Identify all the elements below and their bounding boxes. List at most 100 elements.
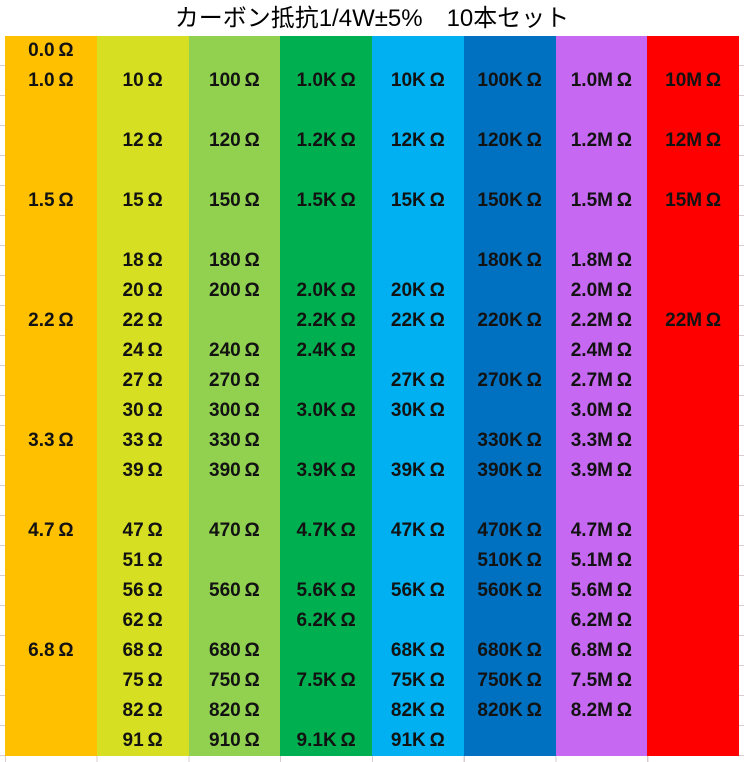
- empty-cell: [647, 216, 739, 246]
- empty-cell: [189, 486, 281, 516]
- resistor-value: 8.2M Ω: [570, 700, 633, 721]
- resistor-value: 1.8M Ω: [570, 250, 633, 271]
- empty-cell: [647, 336, 739, 366]
- empty-cell: [464, 606, 556, 636]
- empty-cell: [647, 156, 739, 186]
- empty-cell: [280, 366, 372, 396]
- resistor-value: 2.7M Ω: [570, 370, 633, 391]
- resistor-value: 1.2K Ω: [296, 130, 356, 151]
- resistor-value: 75K Ω: [390, 670, 445, 691]
- resistor-value: 1.0K Ω: [296, 70, 356, 91]
- column-ohms-hundreds: 100 Ω 120 Ω 150 Ω 180 Ω 200 Ω 240 Ω 270 Ω 300 Ω…: [188, 36, 281, 756]
- page-title: カーボン抵抗1/4W±5% 10本セット: [174, 5, 570, 32]
- resistor-value: 470 Ω: [209, 520, 260, 541]
- resistor-value: 27 Ω: [122, 370, 163, 391]
- resistor-value: 6.8M Ω: [570, 640, 633, 661]
- resistor-value: 62 Ω: [122, 610, 163, 631]
- empty-cell: [5, 606, 97, 636]
- empty-cell: [97, 36, 189, 66]
- resistor-value: 3.0K Ω: [296, 400, 356, 421]
- resistor-value: 5.6K Ω: [296, 580, 356, 601]
- resistor-value: 680 Ω: [209, 640, 260, 661]
- resistor-value: 82K Ω: [390, 700, 445, 721]
- resistor-value: 51 Ω: [122, 550, 163, 571]
- empty-cell: [372, 426, 464, 456]
- column-kiloohms-tens: 10K Ω 12K Ω 15K Ω 20K Ω 22K Ω 27K Ω 30K Ω 39K Ω…: [372, 36, 464, 756]
- resistor-value: 330 Ω: [209, 430, 260, 451]
- empty-cell: [372, 546, 464, 576]
- resistor-value: 30K Ω: [390, 400, 445, 421]
- empty-cell: [5, 546, 97, 576]
- resistor-value: 3.3 Ω: [28, 430, 74, 451]
- empty-cell: [464, 396, 556, 426]
- resistor-value: 1.5 Ω: [28, 190, 74, 211]
- resistor-value: 6.2K Ω: [296, 610, 356, 631]
- resistor-value: 15 Ω: [122, 190, 163, 211]
- empty-cell: [372, 336, 464, 366]
- resistor-value: 91K Ω: [390, 730, 445, 751]
- resistor-value: 820 Ω: [209, 700, 260, 721]
- resistor-value: 15M Ω: [665, 190, 722, 211]
- empty-cell: [647, 426, 739, 456]
- empty-cell: [647, 246, 739, 276]
- resistor-value: 560K Ω: [477, 580, 542, 601]
- empty-cell: [280, 36, 372, 66]
- empty-cell: [464, 276, 556, 306]
- resistor-value: 4.7M Ω: [570, 520, 633, 541]
- resistor-value: 1.0 Ω: [28, 70, 74, 91]
- resistor-value: 24 Ω: [122, 340, 163, 361]
- resistor-value: 150K Ω: [477, 190, 542, 211]
- resistor-value: 22 Ω: [122, 310, 163, 331]
- empty-cell: [372, 156, 464, 186]
- empty-cell: [372, 216, 464, 246]
- empty-cell: [5, 696, 97, 726]
- resistor-value: 0.0 Ω: [28, 40, 74, 61]
- resistor-value: 2.2M Ω: [570, 310, 633, 331]
- resistor-value: 56 Ω: [122, 580, 163, 601]
- empty-cell: [647, 366, 739, 396]
- empty-cell: [5, 246, 97, 276]
- empty-cell: [5, 96, 97, 126]
- empty-cell: [372, 36, 464, 66]
- empty-cell: [189, 606, 281, 636]
- empty-cell: [5, 666, 97, 696]
- resistor-value: 180K Ω: [477, 250, 542, 271]
- resistor-value: 4.7 Ω: [28, 520, 74, 541]
- resistor-value: 2.4M Ω: [570, 340, 633, 361]
- resistor-value: 20 Ω: [122, 280, 163, 301]
- resistor-value: 22M Ω: [665, 310, 722, 331]
- empty-cell: [464, 726, 556, 756]
- column-kiloohms-units: 1.0K Ω 1.2K Ω 1.5K Ω 2.0K Ω 2.2K Ω 2.4K Ω 3.0K…: [280, 36, 372, 756]
- resistor-value: 1.2M Ω: [570, 130, 633, 151]
- resistor-value: 330K Ω: [477, 430, 542, 451]
- empty-cell: [280, 156, 372, 186]
- resistor-value: 510K Ω: [477, 550, 542, 571]
- empty-cell: [280, 486, 372, 516]
- empty-cell: [97, 486, 189, 516]
- empty-cell: [280, 246, 372, 276]
- resistor-value: 2.0K Ω: [296, 280, 356, 301]
- resistor-value: 27K Ω: [390, 370, 445, 391]
- column-ohms-units: 0.0 Ω 1.0 Ω 1.5 Ω 2.2 Ω 3.3 Ω 4.7 Ω 6.8 Ω: [5, 36, 97, 756]
- empty-cell: [5, 216, 97, 246]
- resistor-value: 22K Ω: [390, 310, 445, 331]
- resistor-value: 47K Ω: [390, 520, 445, 541]
- empty-cell: [556, 96, 648, 126]
- empty-cell: [647, 456, 739, 486]
- resistor-value: 750 Ω: [209, 670, 260, 691]
- resistor-value: 1.5M Ω: [570, 190, 633, 211]
- empty-cell: [97, 96, 189, 126]
- empty-cell: [556, 36, 648, 66]
- empty-cell: [556, 216, 648, 246]
- resistor-value: 2.0M Ω: [570, 280, 633, 301]
- resistor-value: 220K Ω: [477, 310, 542, 331]
- resistor-value: 120K Ω: [477, 130, 542, 151]
- empty-cell: [372, 486, 464, 516]
- empty-cell: [372, 96, 464, 126]
- resistor-value: 1.5K Ω: [296, 190, 356, 211]
- empty-cell: [647, 516, 739, 546]
- resistor-value: 75 Ω: [122, 670, 163, 691]
- resistor-value: 270 Ω: [209, 370, 260, 391]
- left-margin-gridlines: [0, 36, 5, 756]
